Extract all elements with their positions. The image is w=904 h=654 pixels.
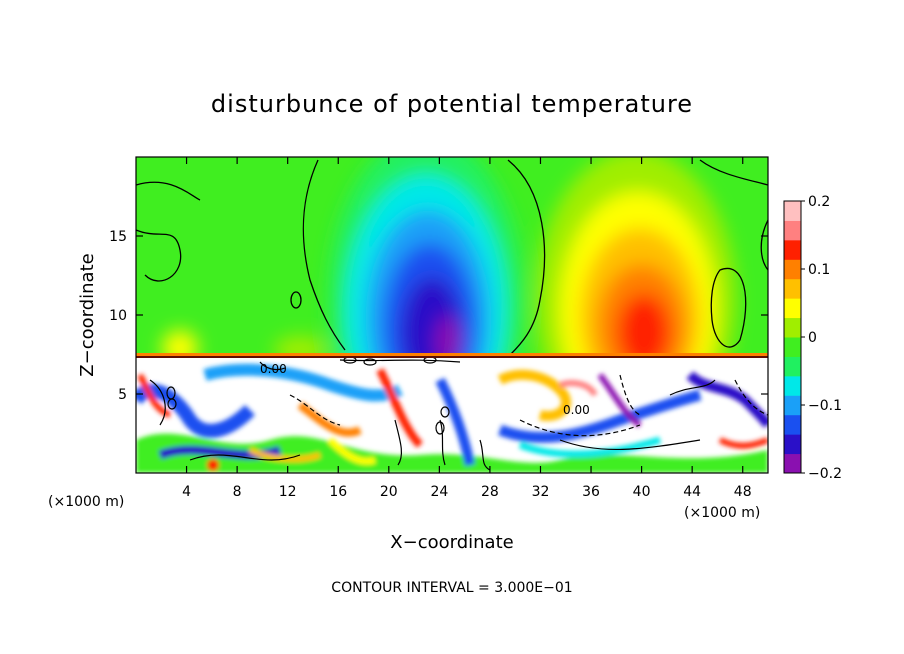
inversion-band [136, 353, 768, 358]
y-tick-label: 5 [118, 387, 127, 403]
colorbar-swatch [784, 414, 801, 435]
x-tick-label: 48 [734, 484, 752, 500]
colorbar-label: 0 [808, 330, 817, 346]
colorbar-swatch [784, 434, 801, 455]
colorbar-swatch [784, 395, 801, 416]
x-axis-label: X−coordinate [390, 532, 513, 553]
upper-field [136, 157, 768, 358]
colorbar-label: −0.1 [808, 398, 842, 414]
colorbar-swatch [784, 453, 801, 474]
x-tick-label: 8 [233, 484, 242, 500]
lower-field [136, 358, 768, 473]
x-tick-label: 36 [582, 484, 600, 500]
chart-title: disturbunce of potential temperature [211, 90, 693, 118]
x-tick-label: 32 [532, 484, 550, 500]
y-tick-label: 15 [109, 229, 127, 245]
colorbar-swatch [784, 239, 801, 260]
colorbar [783, 200, 802, 474]
x-tick-label: 44 [683, 484, 701, 500]
colorbar-label: 0.2 [808, 194, 830, 210]
colorbar-swatch [784, 375, 801, 396]
x-tick-label: 4 [182, 484, 191, 500]
colorbar-swatch [784, 298, 801, 319]
colorbar-swatch [784, 317, 801, 338]
x-tick-label: 28 [481, 484, 499, 500]
colorbar-swatch [784, 278, 801, 299]
x-unit-right: (×1000 m) [684, 505, 760, 521]
colorbar-swatch [784, 337, 801, 357]
x-tick-label: 40 [633, 484, 651, 500]
y-axis-ticks: 5 10 15 [109, 229, 768, 403]
y-tick-label: 10 [109, 308, 127, 324]
x-tick-label: 24 [430, 484, 448, 500]
x-tick-label: 12 [279, 484, 297, 500]
x-tick-label: 20 [380, 484, 398, 500]
contour-interval-note: CONTOUR INTERVAL = 3.000E−01 [331, 580, 572, 596]
colorbar-swatch [784, 356, 801, 377]
contour-label: 0.00 [563, 403, 590, 417]
colorbar-labels: 0.2 0.1 0 −0.1 −0.2 [801, 194, 842, 482]
x-axis-ticks: 4 8 12 16 20 24 28 32 36 40 44 48 [182, 157, 752, 500]
y-axis-label: Z−coordinate [77, 253, 98, 376]
x-unit-left: (×1000 m) [48, 494, 124, 510]
colorbar-swatch [784, 259, 801, 280]
colorbar-swatch [784, 201, 801, 221]
colorbar-label: 0.1 [808, 262, 830, 278]
contour-label: 0.00 [260, 362, 287, 376]
colorbar-label: −0.2 [808, 466, 842, 482]
x-tick-label: 16 [329, 484, 347, 500]
colorbar-swatch [784, 220, 801, 241]
